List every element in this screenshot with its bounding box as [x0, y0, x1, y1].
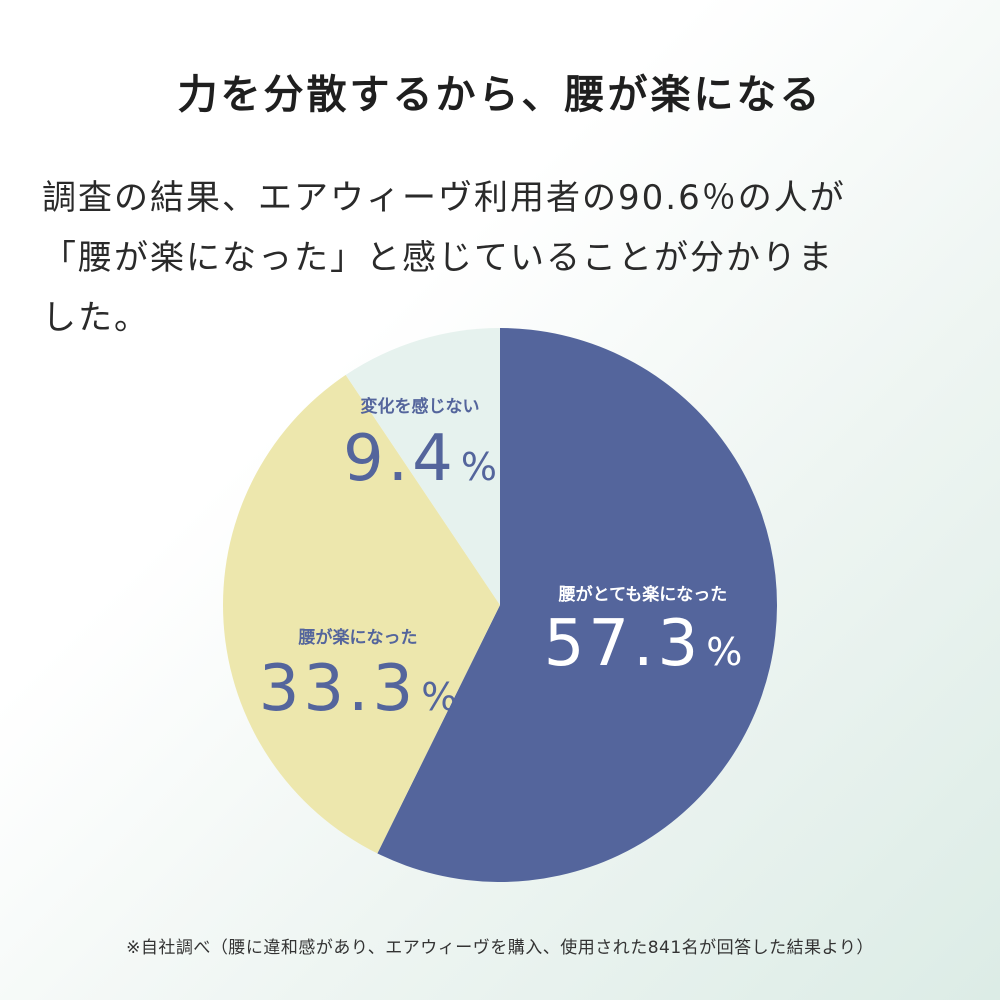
description-line-3: した。	[42, 298, 150, 338]
description-line-1: 調査の結果、エアウィーヴ利用者の90.6％の人が	[42, 178, 846, 218]
page-title: 力を分散するから、腰が楽になる	[177, 72, 823, 118]
pie-slice-3	[345, 328, 500, 605]
slice-label-2: 腰が楽になった	[299, 627, 418, 648]
footnote: ※自社調べ（腰に違和感があり、エアウィーヴを購入、使用された841名が回答した結…	[126, 938, 874, 958]
slice-label-3: 変化を感じない	[361, 396, 480, 417]
description-line-2: 「腰が楽になった」と感じていることが分かりま	[42, 238, 834, 278]
slice-value-2: 33.3%	[259, 652, 458, 726]
slice-label-1: 腰がとても楽になった	[559, 584, 728, 605]
description: 調査の結果、エアウィーヴ利用者の90.6％の人が 「腰が楽になった」と感じている…	[42, 168, 972, 348]
pie-slice-2	[222, 374, 500, 854]
pie-slice-1	[377, 328, 778, 883]
slice-value-1: 57.3%	[544, 607, 743, 681]
slice-value-3: 9.4%	[343, 422, 497, 496]
